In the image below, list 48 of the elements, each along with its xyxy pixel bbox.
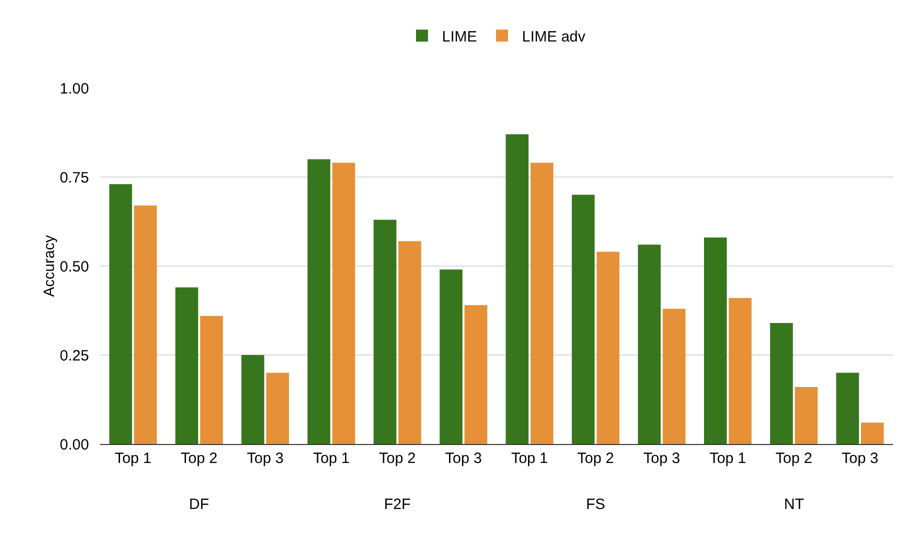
x-tick-label: Top 1 xyxy=(114,450,152,467)
bar xyxy=(728,298,752,444)
bar xyxy=(398,241,422,444)
text: DF xyxy=(189,496,209,513)
bar xyxy=(266,372,289,444)
x-tick-label: Top 1 xyxy=(312,450,350,467)
bar xyxy=(374,220,396,444)
x-tick-label: Top 3 xyxy=(643,450,680,467)
bar xyxy=(794,387,818,444)
x-tick-label: Top 2 xyxy=(776,450,812,467)
bar xyxy=(704,238,727,444)
text: NT xyxy=(784,496,804,513)
bar xyxy=(241,355,264,444)
bar xyxy=(572,194,595,444)
bar xyxy=(200,316,223,444)
y-tick-label: 0.75 xyxy=(60,169,89,186)
bar xyxy=(440,270,462,444)
y-axis-title: Accuracy xyxy=(40,234,58,297)
y-tick-label: 0.25 xyxy=(60,347,89,364)
bar xyxy=(836,372,859,444)
y-tick-label: 1.00 xyxy=(60,80,89,98)
bar xyxy=(464,305,488,444)
legend-label: LIME xyxy=(442,28,478,46)
bar xyxy=(332,162,356,444)
x-tick-label: Top 3 xyxy=(842,450,878,467)
bar xyxy=(134,205,157,444)
bar xyxy=(308,159,330,444)
bar xyxy=(662,308,686,444)
bar xyxy=(596,252,620,444)
x-tick-label: Top 1 xyxy=(709,450,746,467)
x-tick-label: Top 2 xyxy=(180,450,218,467)
bar xyxy=(860,422,884,444)
bar xyxy=(109,184,132,444)
x-tick-label: Top 3 xyxy=(246,450,284,467)
x-tick-label: Top 2 xyxy=(577,450,614,467)
y-tick-label: 0.00 xyxy=(60,436,89,454)
text: FS xyxy=(586,496,606,513)
bar xyxy=(638,244,661,444)
bar xyxy=(506,134,529,444)
bar xyxy=(175,287,198,444)
x-tick-label: Top 2 xyxy=(379,450,416,467)
y-tick-label: 0.50 xyxy=(60,258,89,276)
bar xyxy=(770,322,793,444)
legend-label: LIME adv xyxy=(522,28,586,46)
x-tick-label: Top 3 xyxy=(445,450,482,467)
bar xyxy=(530,162,554,444)
text: F2F xyxy=(384,496,411,513)
x-tick-label: Top 1 xyxy=(511,450,548,467)
